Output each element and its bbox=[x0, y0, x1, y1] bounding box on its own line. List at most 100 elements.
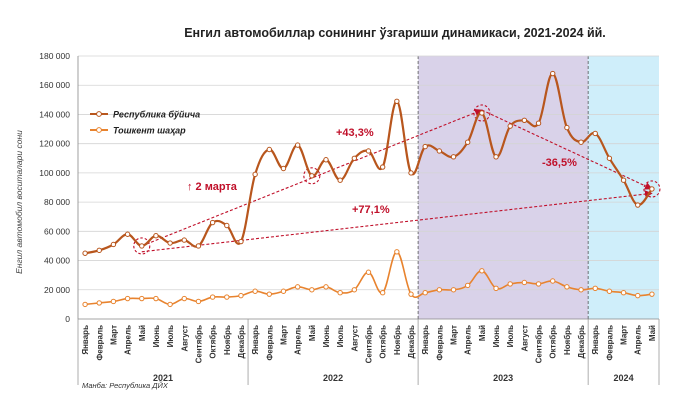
data-point bbox=[379, 290, 386, 296]
data-point bbox=[139, 243, 145, 249]
data-point bbox=[635, 202, 641, 208]
x-tick-label: Январь bbox=[421, 325, 430, 355]
x-tick-label: Май bbox=[308, 325, 317, 341]
data-point bbox=[422, 290, 428, 296]
data-point bbox=[209, 294, 216, 300]
x-tick-label: Август bbox=[350, 325, 359, 352]
data-point bbox=[550, 278, 556, 284]
data-point bbox=[592, 130, 598, 137]
x-tick-label: Ноябрь bbox=[393, 325, 402, 355]
x-tick-label: Январь bbox=[81, 325, 90, 355]
data-point bbox=[592, 285, 598, 292]
data-point bbox=[436, 287, 443, 293]
data-point bbox=[521, 279, 528, 286]
y-tick-label: 80 000 bbox=[44, 197, 70, 207]
data-point bbox=[635, 292, 641, 299]
data-point bbox=[479, 110, 485, 116]
x-tick-label: Июль bbox=[336, 325, 345, 347]
y-tick-label: 60 000 bbox=[44, 226, 70, 236]
x-tick-label: Апрель bbox=[124, 325, 133, 355]
legend-label: Тошкент шаҳар bbox=[113, 126, 186, 136]
shaded-region-2023 bbox=[418, 56, 589, 319]
x-tick-label: Январь bbox=[591, 325, 600, 355]
x-tick-label: Декабрь bbox=[577, 325, 586, 359]
year-label: 2023 bbox=[493, 373, 513, 383]
data-point bbox=[493, 154, 499, 160]
data-point bbox=[379, 164, 386, 170]
highlight-circle bbox=[643, 180, 661, 198]
y-tick-label: 140 000 bbox=[39, 109, 70, 119]
data-point bbox=[464, 139, 471, 145]
data-point bbox=[309, 287, 315, 293]
x-tick-label: Апрель bbox=[294, 325, 303, 355]
data-point bbox=[96, 247, 102, 254]
annotation-label: ↑ 2 марта bbox=[187, 181, 238, 193]
year-label: 2022 bbox=[323, 373, 343, 383]
data-point bbox=[578, 287, 584, 293]
x-tick-label: Ноябрь bbox=[223, 325, 232, 355]
x-tick-label: Октябрь bbox=[379, 325, 388, 359]
x-tick-label: Май bbox=[138, 325, 147, 341]
x-tick-label: Март bbox=[620, 325, 629, 345]
x-tick-label: Август bbox=[180, 325, 189, 352]
legend-swatch-marker bbox=[96, 111, 102, 117]
source-note: Манба: Республика ДЙХ bbox=[82, 381, 169, 390]
x-axis-month-labels: Январь Февраль Март Апрель Май Июнь Июль Август… bbox=[81, 325, 657, 363]
data-point bbox=[422, 143, 428, 150]
data-point bbox=[167, 240, 173, 246]
data-point bbox=[649, 291, 655, 297]
x-tick-label: Июль bbox=[166, 325, 175, 347]
x-tick-label: Март bbox=[279, 325, 288, 345]
data-point bbox=[450, 154, 457, 160]
data-point bbox=[96, 300, 102, 306]
x-tick-label: Июнь bbox=[152, 325, 161, 347]
data-point bbox=[167, 301, 173, 308]
data-point bbox=[224, 222, 230, 229]
data-point bbox=[280, 288, 287, 294]
y-axis-ticks: 0 20 000 40 000 60 000 80 000 100 000 120 000 1… bbox=[39, 51, 70, 324]
annotation-arrow bbox=[141, 190, 653, 253]
x-tick-label: Октябрь bbox=[549, 325, 558, 359]
data-point bbox=[564, 284, 570, 290]
data-point bbox=[195, 298, 202, 305]
x-tick-label: Сентябрь bbox=[194, 325, 203, 363]
data-point bbox=[351, 155, 358, 161]
x-tick-label: Март bbox=[109, 325, 118, 345]
data-point bbox=[294, 142, 301, 148]
x-tick-label: Апрель bbox=[634, 325, 643, 355]
legend: Республика бўйича Тошкент шаҳар bbox=[90, 110, 200, 136]
data-point bbox=[181, 237, 187, 243]
data-point bbox=[649, 186, 655, 192]
data-point bbox=[224, 294, 230, 300]
year-label: 2024 bbox=[614, 373, 634, 383]
data-point bbox=[408, 170, 414, 176]
y-gridlines bbox=[77, 55, 659, 320]
annotation-label: +77,1% bbox=[352, 204, 390, 216]
year-label: 2021 bbox=[153, 373, 173, 383]
data-point bbox=[521, 117, 528, 123]
x-tick-label: Сентябрь bbox=[535, 325, 544, 363]
x-tick-label: Декабрь bbox=[407, 325, 416, 359]
x-tick-label: Июль bbox=[506, 325, 515, 347]
data-point bbox=[323, 284, 329, 290]
highlight-circle bbox=[473, 104, 491, 122]
annotation-label: -36,5% bbox=[542, 157, 577, 169]
data-point bbox=[436, 148, 443, 154]
data-point bbox=[564, 124, 570, 131]
data-point bbox=[280, 165, 287, 172]
y-tick-label: 160 000 bbox=[39, 80, 70, 90]
data-point bbox=[124, 295, 131, 302]
annotation-label: +43,3% bbox=[336, 127, 374, 139]
x-tick-label: Февраль bbox=[435, 325, 444, 361]
data-point bbox=[620, 177, 627, 183]
y-tick-label: 0 bbox=[65, 314, 70, 324]
data-point bbox=[153, 233, 159, 239]
x-tick-label: Март bbox=[450, 325, 459, 345]
x-tick-label: Август bbox=[520, 325, 529, 352]
x-tick-label: Июнь bbox=[492, 325, 501, 347]
shaded-region-2024 bbox=[588, 56, 659, 319]
data-point bbox=[252, 171, 258, 178]
x-tick-label: Апрель bbox=[464, 325, 473, 355]
data-point bbox=[365, 269, 372, 275]
data-point bbox=[337, 290, 343, 296]
